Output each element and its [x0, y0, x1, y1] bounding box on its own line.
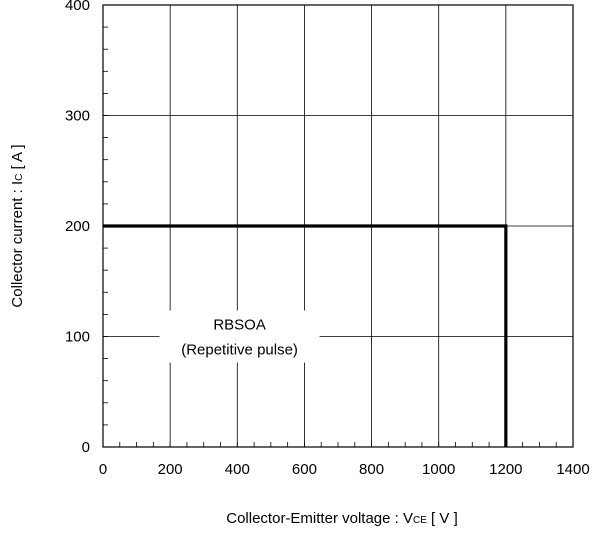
y-axis-title: Collector current : IC [ A ] [9, 144, 26, 307]
rbsoa-boundary-line [103, 224, 508, 447]
axis-title-subscript: CE [413, 515, 427, 526]
y-tick-label: 0 [82, 439, 90, 456]
axis-title-subscript: C [14, 174, 25, 181]
y-tick-label: 100 [65, 329, 90, 346]
tick-labels: 0 200 400 600 800 1000 1200 1400 0 100 200 300 400 [65, 0, 590, 478]
x-tick-label: 1200 [489, 461, 522, 478]
x-axis-title: Collector-Emitter voltage : VCE [ V ] [226, 510, 457, 527]
x-tick-label: 600 [292, 461, 317, 478]
minor-ticks [103, 26, 557, 447]
axis-title-text: Collector current : I [9, 181, 26, 308]
axis-title-unit: [ A ] [9, 144, 26, 173]
x-tick-label: 800 [359, 461, 384, 478]
x-tick-label: 400 [225, 461, 250, 478]
plot-frame [102, 4, 574, 448]
axis-title-text: Collector-Emitter voltage : V [226, 510, 413, 527]
x-tick-label: 1000 [422, 461, 455, 478]
y-tick-label: 200 [65, 218, 90, 235]
y-tick-label: 400 [65, 0, 90, 14]
annotation-line-1: RBSOA [213, 317, 266, 334]
annotation-line-2: (Repetitive pulse) [181, 342, 298, 359]
annotation-background [159, 310, 320, 363]
x-tick-label: 200 [158, 461, 183, 478]
series-layer [103, 224, 508, 447]
x-tick-label: 1400 [556, 461, 589, 478]
x-tick-label: 0 [99, 461, 107, 478]
annotation-layer: RBSOA (Repetitive pulse) [159, 310, 320, 363]
axis-title-unit: [ V ] [427, 510, 458, 527]
y-tick-label: 300 [65, 108, 90, 125]
